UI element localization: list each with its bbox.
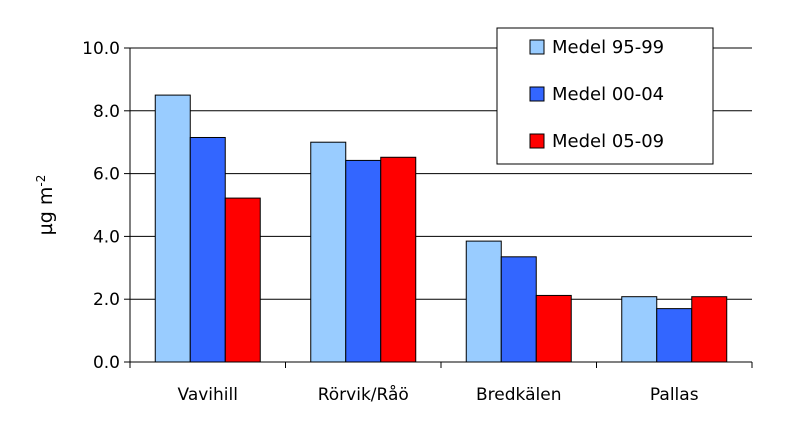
- x-tick-label: Pallas: [650, 385, 699, 405]
- bar: [465, 240, 502, 363]
- x-tick-label: Vavihill: [178, 385, 238, 405]
- y-axis-label-text: µg m: [35, 187, 57, 236]
- bar: [154, 94, 191, 363]
- legend-label: Medel 05-09: [552, 131, 664, 152]
- bar: [656, 308, 693, 363]
- bars: [154, 94, 728, 363]
- bar: [380, 156, 417, 363]
- legend-label: Medel 00-04: [552, 84, 664, 105]
- legend-swatch: [529, 86, 545, 102]
- bar: [621, 296, 658, 363]
- x-tick-label: Bredkälen: [476, 385, 561, 405]
- y-tick-label: 4.0: [93, 227, 120, 247]
- bar: [500, 256, 537, 363]
- y-tick-label: 0.0: [93, 353, 120, 373]
- legend-swatch: [529, 39, 545, 55]
- legend-swatch: [529, 133, 545, 149]
- bar: [189, 136, 226, 363]
- y-tick-label: 6.0: [93, 165, 120, 185]
- x-tick-labels: Vavihill Rörvik/Råö Bredkälen Pallas: [129, 362, 753, 405]
- bar: [535, 294, 572, 363]
- bar: [310, 141, 347, 363]
- y-tick-label: 2.0: [93, 290, 120, 310]
- y-ticks: 0.0 2.0 4.0 6.0 8.0 10.0: [82, 39, 130, 373]
- legend-label: Medel 95-99: [552, 37, 664, 58]
- bar: [691, 296, 728, 363]
- bar: [224, 197, 261, 363]
- y-axis-label: µg m-2: [34, 175, 57, 236]
- legend: Medel 95-99 Medel 00-04 Medel 05-09: [496, 27, 714, 165]
- y-tick-label: 10.0: [82, 39, 120, 59]
- y-axis-label-superscript: -2: [34, 175, 48, 187]
- y-tick-label: 8.0: [93, 102, 120, 122]
- x-tick-label: Rörvik/Råö: [318, 384, 409, 405]
- bar: [345, 159, 382, 363]
